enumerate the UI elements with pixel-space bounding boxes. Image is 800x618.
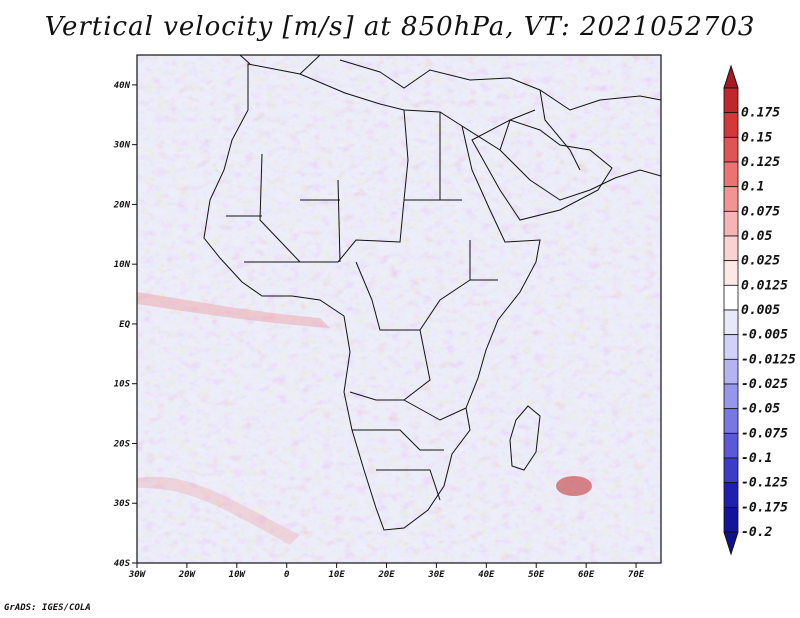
lat-tick-label: 40N [114, 81, 131, 91]
longitude-ticks: 30W 20W 10W 0 10E 20E 30E 40E 50E 60E 70E [128, 563, 645, 580]
colorbar-swatch [723, 161, 739, 188]
colorbar-label: -0.125 [741, 476, 788, 491]
colorbar-label: 0.05 [741, 229, 772, 244]
map-title: Vertical velocity [m/s] at 850hPa, VT: 2… [44, 12, 756, 42]
colorbar-swatch [723, 87, 739, 114]
lat-tick-label: EQ [119, 320, 130, 330]
colorbar-swatch [723, 309, 739, 336]
colorbar-swatch [723, 112, 739, 138]
colorbar-label: -0.1 [741, 451, 772, 466]
lat-tick-label: 10S [114, 380, 131, 390]
colorbar-label: -0.075 [741, 426, 788, 441]
lat-tick-label: 40S [114, 559, 131, 569]
colorbar-swatch [723, 334, 739, 360]
colorbar-label: -0.05 [741, 402, 780, 417]
colorbar-swatch [723, 235, 739, 262]
colorbar-label: 0.0125 [741, 278, 788, 293]
lat-tick-label: 20S [113, 439, 131, 449]
colorbar-swatch [723, 284, 739, 311]
colorbar-swatch [723, 210, 739, 237]
colorbar-label: -0.175 [741, 500, 788, 515]
colorbar-swatch [723, 136, 739, 163]
colorbar-swatch [723, 186, 739, 212]
colorbar-swatch [723, 358, 739, 385]
colorbar-swatch [723, 482, 739, 508]
colorbar-swatch [723, 432, 739, 459]
colorbar-label: -0.2 [741, 525, 772, 540]
colorbar-label: 0.075 [741, 204, 780, 219]
lon-tick-label: 60E [578, 570, 595, 580]
colorbar-label: 0.175 [741, 106, 780, 121]
lon-tick-label: 70E [628, 570, 645, 580]
lon-tick-label: 30E [427, 570, 445, 580]
lat-tick-label: 20N [113, 200, 131, 210]
lon-tick-label: 20W [178, 570, 197, 580]
lat-tick-label: 30N [113, 141, 131, 151]
colorbar-swatch [723, 506, 739, 533]
colorbar-swatch [723, 260, 739, 286]
lon-tick-label: 0 [284, 570, 290, 580]
colorbar-label: 0.005 [741, 303, 780, 318]
colorbar-top-arrow [723, 64, 739, 89]
colorbar-label: 0.1 [741, 180, 764, 195]
plot-frame [136, 54, 662, 564]
colorbar-label: 0.15 [741, 130, 772, 145]
lon-tick-label: 30W [128, 570, 147, 580]
colorbar-label: -0.025 [741, 377, 788, 392]
lon-tick-label: 10E [328, 570, 345, 580]
lat-tick-label: 10N [114, 260, 131, 270]
colorbar-label: 0.125 [741, 155, 780, 170]
colorbar-label: -0.005 [741, 328, 788, 343]
lat-tick-label: 30S [113, 499, 131, 509]
velocity-field [137, 55, 661, 563]
colorbar: 0.175 0.15 0.125 0.1 0.075 0.05 0.025 0.0125 0.0… [723, 64, 796, 556]
colorbar-bottom-arrow [723, 531, 739, 556]
colorbar-swatch [723, 408, 739, 434]
colorbar-swatch [723, 383, 739, 410]
coastlines [203, 55, 661, 531]
latitude-ticks: 40N 30N 20N 10N EQ 10S 20S 30S 40S [113, 81, 137, 569]
grads-credit: GrADS: IGES/COLA [4, 603, 91, 613]
lon-tick-label: 10W [229, 570, 247, 580]
colorbar-swatch [723, 457, 739, 484]
lon-tick-label: 20E [377, 570, 395, 580]
lon-tick-label: 40E [478, 570, 495, 580]
colorbar-label: 0.025 [741, 254, 780, 269]
lon-tick-label: 50E [528, 570, 545, 580]
colorbar-label: -0.0125 [741, 352, 796, 367]
